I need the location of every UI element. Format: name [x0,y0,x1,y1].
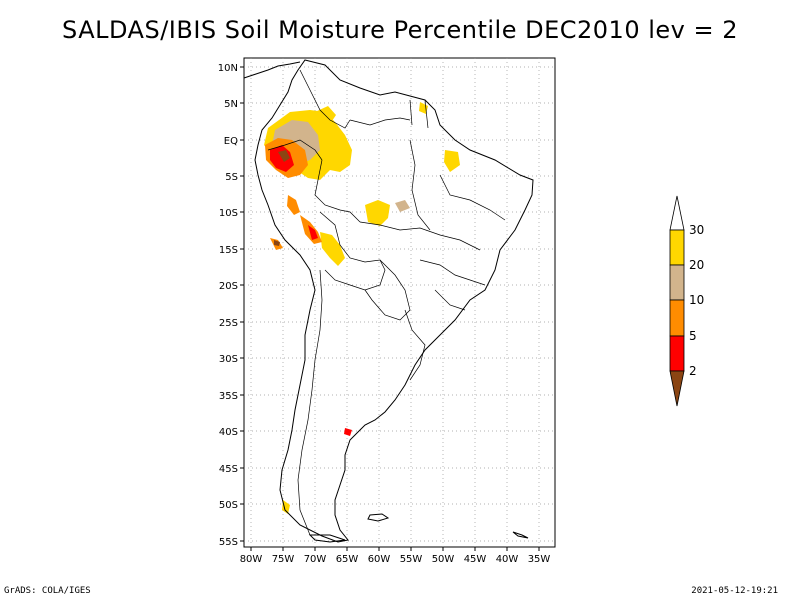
lat-label: 55S [219,537,238,548]
lon-label: 45W [464,554,487,565]
lon-label: 65W [336,554,359,565]
chart-title: SALDAS/IBIS Soil Moisture Percentile DEC… [62,16,738,44]
lat-label: 40S [219,427,238,438]
border-brazil-paraguay [364,259,411,321]
coastline [243,59,534,543]
country-borders [267,69,506,536]
shade-red-andes [308,225,318,240]
border-colombia-venezuela [299,69,351,129]
lat-label: 15S [219,245,238,256]
border-colombia-peru [267,139,323,161]
border-guianas [409,99,429,129]
brazil-states [359,139,506,311]
lat-label: 10N [218,63,238,74]
lat-label: 50S [219,500,238,511]
colorbar-label: 10 [689,293,704,307]
lon-label: 40W [496,554,519,565]
border-venezuela-brazil [349,117,411,126]
lat-label: 10S [219,208,238,219]
colorbar-swatch [669,335,685,372]
lon-label: 50W [432,554,455,565]
lat-label: 5S [225,172,238,183]
lon-label: 75W [272,554,295,565]
lon-label: 55W [400,554,423,565]
lat-label: 25S [219,318,238,329]
lon-label: 35W [528,554,551,565]
border-argentina-brazil-uruguay [404,309,426,381]
colorbar-swatch [669,229,685,266]
colorbar-swatch-top-arrow [669,195,685,231]
lat-label: 20S [219,281,238,292]
central-america-outline [243,61,301,79]
shade-red-patagonia [344,428,352,436]
shade-orange-peru [287,195,300,215]
colorbar [669,195,685,407]
shade-yellow-east [444,150,460,172]
footer-credit: GrADS: COLA/IGES [4,586,91,596]
colorbar-label: 2 [689,364,697,378]
shade-tan-central [395,200,410,212]
lat-label: EQ [224,136,238,147]
shade-yellow-patagonia [282,500,290,514]
shade-yellow-central [365,200,390,226]
south-georgia [512,531,529,539]
shade-yellow-bolivia [320,232,345,266]
border-argentina-chile [297,269,323,536]
colorbar-swatch [669,264,685,301]
shade-brown-amazon [278,150,290,162]
lat-label: 35S [219,391,238,402]
falkland-islands [367,513,390,522]
lat-label: 45S [219,464,238,475]
border-peru-brazil [314,159,361,223]
lat-label: 5N [224,99,238,110]
south-america-outline [254,59,534,543]
lon-label: 60W [368,554,391,565]
lat-label: 30S [219,354,238,365]
shaded-regions [264,102,460,514]
colorbar-label: 30 [689,223,704,237]
fuego-island [308,534,346,543]
grid-lines [244,58,555,547]
colorbar-swatch-bottom-arrow [669,370,685,407]
colorbar-swatch [669,299,685,337]
lon-label: 80W [240,554,263,565]
colorbar-label: 5 [689,329,697,343]
colorbar-label: 20 [689,258,704,272]
shade-brown-coast [274,240,280,246]
footer-timestamp: 2021-05-12-19:21 [691,586,778,596]
border-bolivia [319,211,386,291]
lon-label: 70W [304,554,327,565]
axis-ticks [240,66,540,551]
